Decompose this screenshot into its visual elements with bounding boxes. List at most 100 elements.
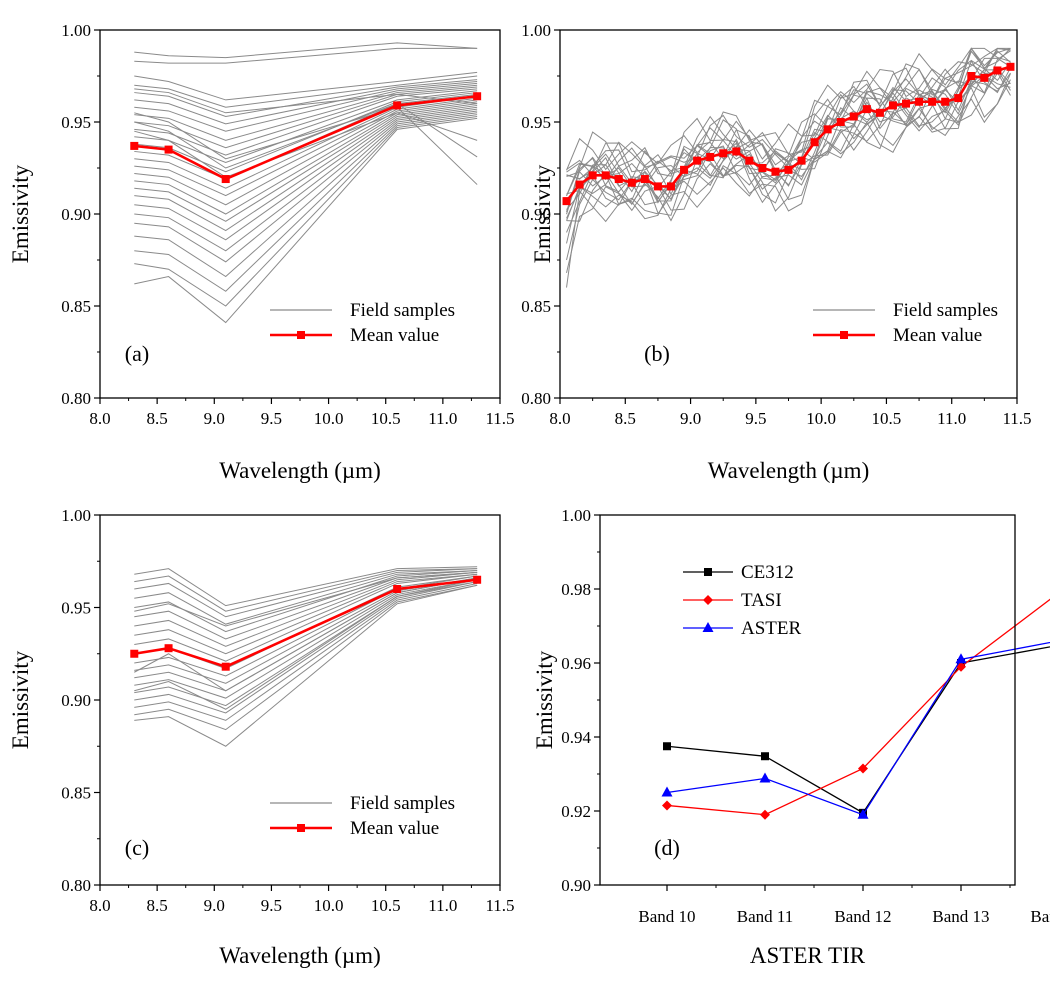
mean-value-marker	[836, 118, 845, 126]
field-sample-line	[134, 103, 478, 169]
field-sample-line	[134, 88, 478, 156]
x-category-label: Band 14	[1030, 907, 1050, 926]
legend-label-tasi: TASI	[741, 590, 782, 611]
field-sample-line	[566, 79, 1011, 221]
mean-value-marker	[393, 585, 402, 593]
y-tick-label: 0.96	[561, 654, 591, 673]
field-sample-line	[134, 568, 478, 618]
field-sample-line	[566, 73, 1011, 288]
y-tick-label: 0.80	[61, 389, 91, 408]
x-tick-label: 8.0	[89, 896, 110, 915]
legend-label: Field samples	[350, 300, 455, 321]
field-sample-line	[134, 99, 478, 206]
field-sample-line	[566, 47, 1011, 171]
x-tick-label: 10.0	[806, 409, 836, 428]
series-line-tasi	[666, 598, 1050, 816]
field-sample-line	[134, 115, 478, 307]
field-sample-line	[134, 579, 478, 699]
x-tick-label: 11.0	[428, 896, 457, 915]
mean-value-marker	[941, 97, 950, 106]
mean-value-marker	[862, 105, 871, 114]
x-tick-label: 10.5	[371, 896, 401, 915]
series-marker-aster	[661, 786, 673, 797]
x-tick-label: 11.5	[485, 896, 514, 915]
field-sample-line	[134, 81, 478, 125]
mean-value-marker	[575, 180, 584, 189]
x-tick-label: 10.5	[371, 409, 401, 428]
field-sample-line	[134, 573, 478, 655]
mean-value-marker	[221, 175, 230, 184]
field-sample-line	[134, 581, 478, 714]
y-axis-title: Emissivity	[8, 650, 33, 749]
legend-label: Field samples	[893, 300, 998, 321]
x-tick-label: 9.5	[745, 409, 766, 428]
y-tick-label: 0.92	[561, 802, 591, 821]
mean-value-marker	[993, 66, 1002, 75]
field-sample-line	[134, 47, 478, 64]
field-sample-line	[134, 108, 478, 252]
field-sample-line	[134, 577, 478, 692]
field-sample-line	[134, 92, 478, 173]
field-sample-line	[134, 110, 478, 263]
field-sample-line	[134, 97, 478, 197]
y-axis-title: Emissivity	[530, 164, 555, 263]
y-tick-label: 0.80	[61, 876, 91, 895]
series-marker-tasi	[760, 809, 770, 820]
mean-value-marker	[849, 112, 858, 121]
legend-marker	[840, 331, 848, 339]
mean-value-marker	[693, 156, 702, 165]
field-sample-line	[134, 104, 478, 232]
chart-panel-a: 0.80 0.85 0.90 0.95 1.00 8.0 8.5 9.0 9.5 10.0 10.5…	[8, 21, 515, 483]
mean-value-marker	[653, 182, 662, 191]
series-marker-tasi	[858, 763, 868, 774]
series-line-aster	[666, 641, 1050, 816]
legend-marker	[297, 824, 305, 832]
mean-value-marker	[954, 94, 963, 103]
x-axis-title: Wavelength (µm)	[219, 943, 380, 968]
field-sample-line	[566, 47, 1011, 197]
mean-value-marker	[706, 152, 715, 161]
field-sample-line	[134, 75, 478, 108]
field-sample-line	[134, 42, 478, 59]
y-axis-title: Emissivity	[532, 650, 557, 749]
mean-value-marker	[823, 125, 832, 134]
x-tick-label: 9.0	[680, 409, 701, 428]
legend-label-aster: ASTER	[741, 618, 802, 639]
x-tick-label: 10.0	[314, 409, 344, 428]
legend-label: Mean value	[350, 818, 439, 839]
series-marker-ce312	[663, 742, 671, 751]
field-sample-line	[134, 117, 478, 324]
mean-value-marker	[473, 92, 482, 101]
x-tick-label: 8.5	[615, 409, 636, 428]
mean-value-marker	[732, 147, 741, 156]
panel-label: (a)	[125, 341, 149, 366]
field-sample-line	[134, 106, 478, 241]
mean-value-marker	[915, 97, 924, 106]
mean-value-marker	[902, 99, 911, 108]
x-category-label: Band 11	[737, 907, 794, 926]
mean-value-marker	[771, 167, 780, 176]
field-sample-line	[134, 581, 478, 710]
chart-panel-c: 0.80 0.85 0.90 0.95 1.00 8.0 8.5 9.0 9.5 10.0 10.5…	[8, 506, 515, 968]
field-sample-line	[134, 570, 478, 633]
panel-label: (b)	[644, 341, 670, 366]
mean-value-marker	[614, 175, 623, 184]
series-marker-aster	[759, 772, 771, 783]
y-tick-label: 0.85	[521, 297, 551, 316]
x-tick-label: 8.0	[549, 409, 570, 428]
x-tick-label: 9.5	[261, 896, 282, 915]
mean-value-marker	[588, 171, 597, 180]
mean-value-marker	[473, 575, 482, 584]
field-sample-line	[134, 114, 478, 292]
panel-label: (d)	[654, 835, 680, 860]
field-sample-line	[134, 88, 478, 114]
series-marker-aster	[955, 653, 967, 664]
chart-panel-b: 0.80 0.85 0.90 0.95 1.00 8.0 8.5 9.0 9.5 10.0 10.5…	[521, 21, 1031, 483]
mean-value-marker	[164, 145, 173, 154]
field-sample-line	[134, 579, 478, 707]
x-tick-label: 11.5	[1002, 409, 1031, 428]
panel-label: (c)	[125, 835, 149, 860]
x-category-label: Band 13	[932, 907, 989, 926]
field-sample-line	[134, 571, 478, 647]
